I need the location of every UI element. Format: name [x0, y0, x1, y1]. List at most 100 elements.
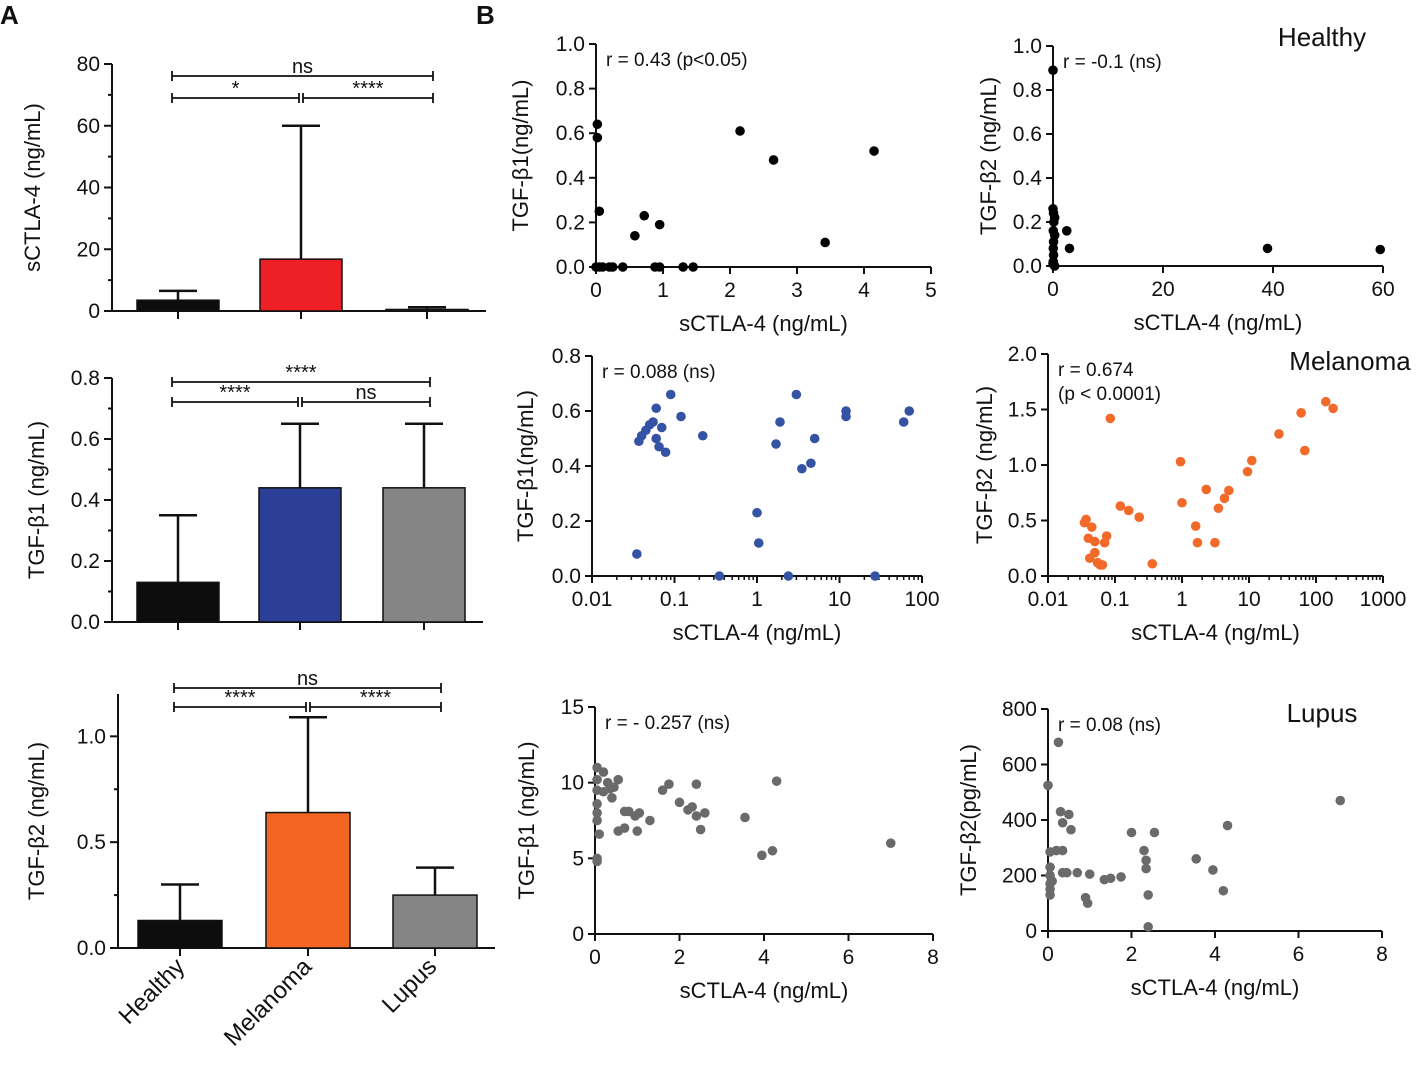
- group-label-melanoma: Melanoma: [1289, 346, 1411, 376]
- y-tick-label: 0.2: [71, 550, 100, 573]
- data-point: [1082, 898, 1093, 909]
- data-point: [841, 411, 851, 422]
- y-tick-label: 0.4: [556, 167, 586, 190]
- x-axis-title: sCTLA-4 (ng/mL): [680, 978, 849, 1003]
- data-point: [768, 155, 779, 165]
- x-tick-label: 2: [1126, 943, 1138, 966]
- y-tick-label: 60: [77, 115, 100, 138]
- data-point: [1055, 806, 1066, 817]
- data-point: [592, 132, 603, 143]
- correlation-annotation: r = -0.1 (ns): [1063, 52, 1162, 73]
- data-point: [1061, 226, 1072, 236]
- y-axis-title: sCTLA-4 (ng/mL): [20, 103, 45, 272]
- x-tick-label: 1: [751, 588, 763, 611]
- data-point: [1320, 396, 1331, 407]
- x-tick-label: 10: [828, 588, 851, 611]
- x-tick-label: 6: [843, 946, 855, 969]
- x-tick-label: 1000: [1360, 588, 1407, 611]
- scatter-lupus-tgfb1: 0 5 10 15 0 2 4 6 8 sCTLA-4 (ng/mL) TGF-β1 (ng/mL)…: [514, 696, 939, 1003]
- x-axis-title: sCTLA-4 (ng/mL): [673, 620, 842, 645]
- data-point: [1213, 503, 1224, 514]
- data-point: [1115, 501, 1126, 511]
- data-point: [598, 767, 609, 777]
- bar-melanoma: [265, 811, 351, 949]
- x-tick-label: 2: [724, 279, 736, 302]
- y-tick-label: 600: [1002, 754, 1037, 777]
- data-point: [1116, 872, 1126, 882]
- significance-label: ****: [360, 687, 391, 709]
- x-tick-label: 20: [1151, 278, 1174, 301]
- x-axis-title: sCTLA-4 (ng/mL): [1134, 310, 1303, 335]
- data-point: [592, 815, 602, 826]
- y-tick-label: 0: [572, 923, 584, 946]
- data-point: [1105, 413, 1116, 424]
- scatter-lupus-tgfb2: 0 200 400 600 800 0 2 4 6 8 sCTLA-4 (ng/mL) TGF-β2(…: [956, 698, 1388, 1000]
- data-point: [1192, 537, 1203, 548]
- y-axis-title: TGF-β2 (ng/mL): [24, 742, 49, 900]
- data-point: [740, 812, 750, 823]
- data-point: [1134, 512, 1145, 522]
- x-tick-label: 4: [1209, 943, 1221, 966]
- data-point: [648, 417, 658, 427]
- scatter-melanoma-tgfb2: 0.0 0.5 1.0 1.5 2.0 0.01 0.1 1 10 100 1000 sCTLA-4 …: [972, 343, 1411, 645]
- category-label-melanoma: Melanoma: [219, 953, 318, 1052]
- data-point: [632, 826, 643, 836]
- data-point: [1090, 547, 1100, 558]
- bar-healthy: [136, 299, 220, 312]
- y-tick-label: 0: [88, 300, 100, 323]
- x-tick-label: 10: [1237, 588, 1260, 611]
- data-point: [594, 829, 605, 839]
- significance-label: ****: [224, 687, 255, 709]
- data-point: [904, 406, 915, 416]
- x-tick-label: 100: [1298, 588, 1333, 611]
- data-point: [630, 230, 640, 241]
- y-tick-label: 1.5: [1008, 399, 1037, 422]
- data-point: [592, 774, 602, 785]
- data-point: [656, 422, 667, 433]
- significance-label: ****: [352, 78, 383, 100]
- data-point: [613, 774, 624, 785]
- data-point: [1064, 243, 1075, 254]
- x-axis-title: sCTLA-4 (ng/mL): [679, 311, 848, 336]
- y-tick-label: 0.0: [1013, 255, 1042, 278]
- data-point: [1043, 780, 1053, 791]
- data-point: [1222, 820, 1233, 831]
- data-point: [691, 811, 702, 821]
- category-label-healthy: Healthy: [114, 953, 191, 1030]
- data-point: [619, 823, 630, 833]
- y-tick-label: 0.6: [556, 122, 585, 145]
- scatter-healthy-tgfb1: 0.0 0.2 0.4 0.6 0.8 1.0 0 1 2 3 4 5 sCTLA-4 (ng/mL) T…: [508, 33, 937, 336]
- x-tick-label: 40: [1261, 278, 1284, 301]
- data-point: [657, 785, 668, 796]
- significance-label: ****: [219, 382, 250, 404]
- y-tick-label: 200: [1002, 865, 1037, 888]
- y-tick-label: 1.0: [77, 725, 106, 748]
- significance-label: ns: [297, 668, 318, 690]
- data-point: [592, 799, 602, 809]
- data-point: [1048, 259, 1058, 269]
- data-point: [809, 433, 820, 444]
- x-tick-label: 4: [758, 946, 770, 969]
- bar-category-labels: Healthy Melanoma Lupus: [114, 953, 443, 1052]
- x-tick-label: 100: [904, 588, 939, 611]
- category-label-lupus: Lupus: [377, 953, 442, 1018]
- data-point: [1219, 493, 1230, 504]
- significance-label: ****: [285, 362, 316, 384]
- y-tick-label: 0.2: [1013, 211, 1042, 234]
- data-point: [1081, 514, 1091, 525]
- x-tick-label: 0.01: [1028, 588, 1069, 611]
- data-point: [1224, 485, 1234, 496]
- y-tick-label: 0.4: [1013, 167, 1043, 190]
- data-point: [687, 802, 697, 812]
- data-point: [1242, 466, 1253, 477]
- data-point: [1262, 243, 1273, 254]
- data-point: [651, 433, 661, 444]
- y-tick-label: 800: [1002, 698, 1037, 721]
- data-point: [607, 793, 617, 803]
- x-tick-label: 0: [589, 946, 601, 969]
- x-tick-label: 8: [1376, 943, 1388, 966]
- data-point: [594, 206, 605, 217]
- data-point: [753, 538, 764, 548]
- data-point: [654, 219, 665, 230]
